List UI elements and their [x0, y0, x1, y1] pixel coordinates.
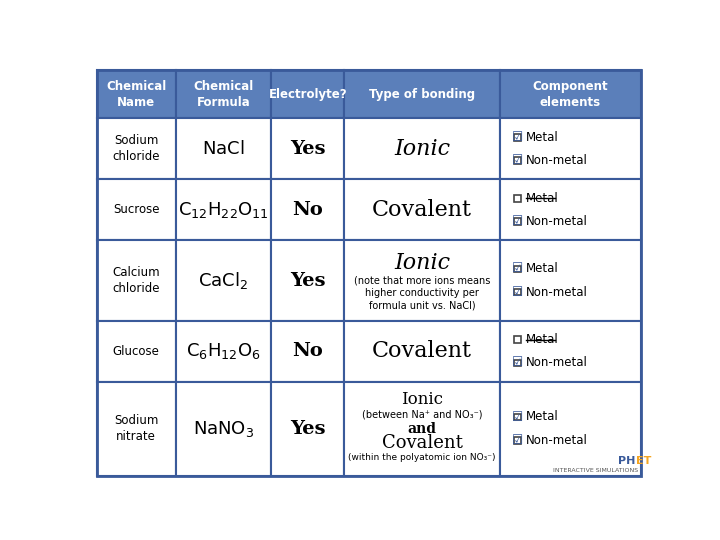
Bar — [514, 414, 521, 420]
Bar — [514, 289, 521, 295]
Text: Sodium
chloride: Sodium chloride — [112, 134, 160, 164]
Bar — [96, 118, 176, 179]
Text: No: No — [292, 201, 323, 219]
Bar — [344, 321, 500, 382]
Text: Non-metal: Non-metal — [526, 434, 588, 447]
Text: (within the polyatomic ion NO₃⁻): (within the polyatomic ion NO₃⁻) — [348, 453, 496, 462]
Bar — [176, 70, 271, 118]
Text: Chemical
Formula: Chemical Formula — [193, 79, 253, 109]
Text: Non-metal: Non-metal — [526, 215, 588, 228]
Bar — [176, 240, 271, 321]
Text: ☑: ☑ — [512, 434, 523, 447]
Bar — [344, 179, 500, 240]
Bar — [514, 336, 521, 343]
Text: ☑: ☑ — [512, 154, 523, 167]
Bar — [514, 266, 521, 272]
Text: Sodium
nitrate: Sodium nitrate — [114, 414, 158, 443]
Text: Type of bonding: Type of bonding — [369, 87, 475, 100]
Bar — [500, 70, 642, 118]
Text: INTERACTIVE SIMULATIONS: INTERACTIVE SIMULATIONS — [554, 468, 639, 472]
Bar — [500, 118, 642, 179]
Text: (between Na⁺ and NO₃⁻): (between Na⁺ and NO₃⁻) — [362, 409, 482, 419]
Text: ☑: ☑ — [512, 262, 523, 275]
Text: Non-metal: Non-metal — [526, 356, 588, 369]
Bar — [96, 240, 176, 321]
Bar — [344, 70, 500, 118]
Text: Chemical
Name: Chemical Name — [106, 79, 166, 109]
Bar — [96, 321, 176, 382]
Bar — [344, 240, 500, 321]
Bar — [176, 179, 271, 240]
Bar — [271, 240, 344, 321]
Text: Non-metal: Non-metal — [526, 286, 588, 299]
Text: (note that more ions means
higher conductivity per
formula unit vs. NaCl): (note that more ions means higher conduc… — [354, 275, 490, 310]
Text: ☑: ☑ — [512, 131, 523, 144]
Text: Ionic: Ionic — [401, 392, 443, 408]
Text: Electrolyte?: Electrolyte? — [269, 87, 347, 100]
Bar — [344, 118, 500, 179]
Text: Covalent: Covalent — [372, 199, 472, 221]
Text: $\mathregular{C_{6}H_{12}O_{6}}$: $\mathregular{C_{6}H_{12}O_{6}}$ — [186, 341, 261, 361]
Bar — [514, 437, 521, 444]
Bar — [344, 382, 500, 476]
Text: Ionic: Ionic — [394, 252, 450, 274]
Bar — [176, 321, 271, 382]
Bar — [514, 360, 521, 366]
Text: Glucose: Glucose — [113, 345, 160, 357]
Bar — [514, 134, 521, 140]
Bar — [96, 179, 176, 240]
Text: Covalent: Covalent — [372, 340, 472, 362]
Bar — [514, 195, 521, 201]
Text: Covalent: Covalent — [382, 434, 462, 452]
Text: Non-metal: Non-metal — [526, 154, 588, 167]
Text: Metal: Metal — [526, 192, 558, 205]
Text: Metal: Metal — [526, 262, 558, 275]
Text: ☑: ☑ — [512, 410, 523, 423]
Text: ET: ET — [636, 456, 651, 466]
Bar — [500, 179, 642, 240]
Text: $\mathregular{NaCl}$: $\mathregular{NaCl}$ — [202, 140, 245, 158]
Bar — [514, 218, 521, 225]
Bar — [271, 382, 344, 476]
Text: $\mathregular{NaNO_{3}}$: $\mathregular{NaNO_{3}}$ — [193, 418, 254, 438]
Text: ☑: ☑ — [512, 286, 523, 299]
Bar — [271, 118, 344, 179]
Text: ☑: ☑ — [512, 215, 523, 228]
Text: PH: PH — [618, 456, 636, 466]
Text: No: No — [292, 342, 323, 360]
Text: $\mathregular{CaCl_{2}}$: $\mathregular{CaCl_{2}}$ — [198, 270, 248, 291]
Text: Yes: Yes — [290, 140, 325, 158]
Bar — [500, 240, 642, 321]
Bar — [176, 118, 271, 179]
Bar — [96, 382, 176, 476]
Text: Calcium
chloride: Calcium chloride — [112, 266, 160, 295]
Bar — [271, 321, 344, 382]
Text: $\mathregular{C_{12}H_{22}O_{11}}$: $\mathregular{C_{12}H_{22}O_{11}}$ — [178, 200, 269, 220]
Text: Component
elements: Component elements — [533, 79, 608, 109]
Bar — [500, 382, 642, 476]
Text: Metal: Metal — [526, 333, 558, 346]
Bar — [271, 179, 344, 240]
Text: ☑: ☑ — [512, 356, 523, 369]
Text: Yes: Yes — [290, 420, 325, 437]
Bar — [96, 70, 176, 118]
Text: and: and — [408, 422, 436, 436]
Text: Ionic: Ionic — [394, 138, 450, 160]
Text: Yes: Yes — [290, 272, 325, 289]
Text: Sucrose: Sucrose — [113, 204, 159, 217]
Text: Metal: Metal — [526, 410, 558, 423]
Bar — [500, 321, 642, 382]
Bar — [271, 70, 344, 118]
Bar — [514, 157, 521, 164]
Text: Metal: Metal — [526, 131, 558, 144]
Bar — [176, 382, 271, 476]
